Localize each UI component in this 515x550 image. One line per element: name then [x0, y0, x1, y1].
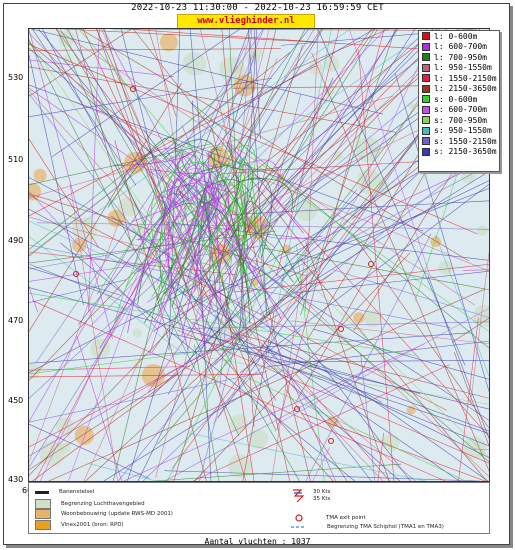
key-runway-label: Banenstelsel	[59, 489, 95, 495]
y-tick-450: 450	[8, 396, 24, 405]
key-tma-exit: TMA exit point	[294, 513, 366, 523]
legend-label: l: 600-700m	[434, 42, 487, 52]
time-range-title: 2022-10-23 11:30:00 - 2022-10-23 16:59:5…	[131, 3, 384, 13]
flight-track-map[interactable]	[28, 28, 490, 482]
legend-item: l: 600-700m	[419, 42, 499, 53]
key-housing-label: Woonbebouwing (update RWS-MD 2001)	[61, 511, 173, 517]
wind-30-label: 30 Kts	[313, 489, 331, 495]
x-tick-60: 60	[22, 486, 32, 495]
key-tma-boundary: Begrenzing TMA Schiphol (TMA1 en TMA3)	[291, 524, 444, 530]
legend-label: l: 2150-3650m	[434, 84, 497, 94]
legend-swatch	[422, 42, 430, 51]
key-vinex: Vinex2001 (bron: RPD)	[35, 520, 124, 530]
runway-swatch	[35, 490, 49, 494]
wind-35-label: 35 Kts	[313, 496, 331, 502]
y-tick-530: 530	[8, 73, 24, 82]
legend-item: l: 0-600m	[419, 31, 499, 42]
key-airport-boundary: Begrenzing Luchthavengebied	[35, 499, 145, 509]
legend-swatch	[422, 84, 430, 93]
legend-swatch	[422, 53, 430, 62]
legend-item: s: 2150-3650m	[419, 147, 499, 158]
y-tick-490: 490	[8, 236, 24, 245]
legend-swatch	[422, 74, 430, 83]
tma-exit-label: TMA exit point	[326, 515, 366, 521]
flight-tracks-layer	[29, 29, 489, 481]
legend-item: l: 1550-2150m	[419, 73, 499, 84]
housing-swatch	[35, 509, 51, 519]
legend-label: s: 2150-3650m	[434, 147, 497, 157]
legend-label: s: 950-1550m	[434, 126, 492, 136]
legend-item: l: 950-1550m	[419, 63, 499, 74]
key-runway: Banenstelsel	[35, 489, 94, 495]
legend-swatch	[422, 95, 430, 104]
legend-label: s: 0-600m	[434, 94, 478, 104]
legend-label: l: 950-1550m	[434, 63, 492, 73]
legend-swatch	[422, 126, 430, 135]
legend-label: l: 0-600m	[434, 31, 478, 41]
legend-swatch	[422, 147, 430, 156]
vinex-swatch	[35, 520, 51, 530]
land-swatch	[35, 499, 51, 509]
y-tick-430: 430	[8, 475, 24, 484]
legend-label: l: 700-950m	[434, 52, 487, 62]
legend-item: s: 1550-2150m	[419, 136, 499, 147]
tma-boundary-icon	[291, 526, 305, 528]
site-logo[interactable]: www.vlieghinder.nl	[177, 14, 315, 29]
legend-swatch	[422, 63, 430, 72]
legend-item: s: 700-950m	[419, 115, 499, 126]
legend-label: s: 1550-2150m	[434, 136, 497, 146]
altitude-legend: l: 0-600m l: 600-700m l: 700-950m l: 950…	[418, 30, 500, 172]
legend-label: s: 700-950m	[434, 115, 487, 125]
tma-boundary-label: Begrenzing TMA Schiphol (TMA1 en TMA3)	[327, 524, 444, 530]
legend-label: l: 1550-2150m	[434, 73, 497, 83]
legend-item: l: 700-950m	[419, 52, 499, 63]
legend-item: s: 600-700m	[419, 105, 499, 116]
legend-swatch	[422, 137, 430, 146]
legend-swatch	[422, 116, 430, 125]
legend-item: s: 0-600m	[419, 94, 499, 105]
y-tick-470: 470	[8, 316, 24, 325]
flight-count: Aantal vluchten : 1037	[204, 537, 311, 546]
key-vinex-label: Vinex2001 (bron: RPD)	[61, 522, 124, 528]
key-airport-label: Begrenzing Luchthavengebied	[61, 501, 145, 507]
tma-exit-icon	[295, 514, 303, 522]
legend-item: s: 950-1550m	[419, 126, 499, 137]
map-key-panel: Banenstelsel Begrenzing Luchthavengebied…	[28, 482, 490, 534]
y-tick-510: 510	[8, 155, 24, 164]
legend-swatch	[422, 32, 430, 41]
wind-arrow-icon	[293, 489, 305, 503]
key-wind: 30 Kts 35 Kts	[291, 487, 330, 505]
legend-swatch	[422, 105, 430, 114]
key-housing: Woonbebouwing (update RWS-MD 2001)	[35, 509, 173, 519]
legend-label: s: 600-700m	[434, 105, 487, 115]
legend-item: l: 2150-3650m	[419, 84, 499, 95]
